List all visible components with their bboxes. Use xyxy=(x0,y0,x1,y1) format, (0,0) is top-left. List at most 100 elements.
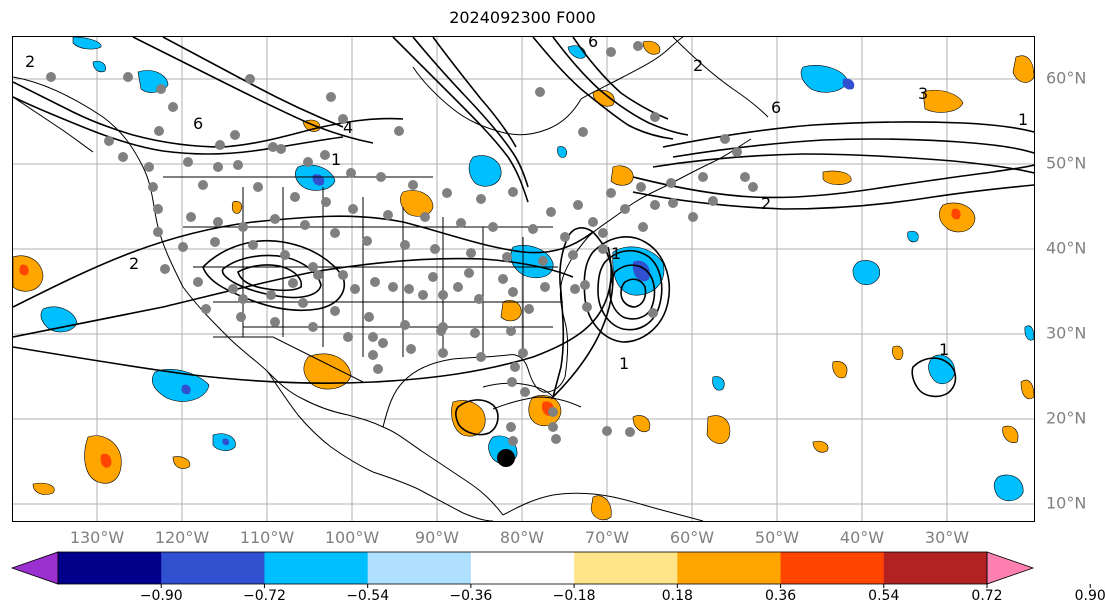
contour-label: 1 xyxy=(1018,110,1028,129)
station-dot xyxy=(474,294,484,304)
station-dot xyxy=(346,168,356,178)
station-dot xyxy=(476,352,486,362)
station-dot xyxy=(650,112,660,122)
station-dot xyxy=(201,304,211,314)
coast-north-america-west xyxy=(13,76,504,516)
station-dot xyxy=(236,312,246,322)
station-dot xyxy=(688,212,698,222)
station-dot xyxy=(538,256,548,266)
station-dot xyxy=(298,298,308,308)
cool-patch xyxy=(468,155,502,187)
contour-label: 2 xyxy=(25,52,35,71)
warm-patch xyxy=(1020,379,1034,400)
station-dot xyxy=(238,222,248,232)
warm-patch xyxy=(610,165,634,186)
station-dot xyxy=(430,244,440,254)
station-dot xyxy=(438,290,448,300)
station-dot xyxy=(470,328,480,338)
warm-patch xyxy=(1002,425,1019,443)
station-dot xyxy=(210,237,220,247)
highlight-marker xyxy=(497,449,515,467)
coast-greenland xyxy=(672,37,769,118)
station-dot xyxy=(104,136,114,146)
station-dot xyxy=(476,194,486,204)
coastlines xyxy=(13,37,769,521)
colorbar-tick-label: −0.36 xyxy=(449,588,493,604)
station-dot xyxy=(233,160,243,170)
contour-line xyxy=(609,264,656,320)
station-dot xyxy=(506,326,516,336)
station-dot xyxy=(330,306,340,316)
warm-patch xyxy=(32,482,55,495)
contour-line xyxy=(551,227,614,400)
station-dot xyxy=(588,217,598,227)
longitude-label: 80°W xyxy=(499,528,545,547)
station-dot xyxy=(270,214,280,224)
contour-line xyxy=(412,37,529,188)
contour-label: 1 xyxy=(619,354,629,373)
longitude-label: 120°W xyxy=(154,528,210,547)
station-dot xyxy=(326,92,336,102)
contour-label: 6 xyxy=(771,98,781,117)
station-dot xyxy=(620,204,630,214)
contour-line xyxy=(162,37,344,128)
station-dot xyxy=(383,210,393,220)
station-dot xyxy=(368,332,378,342)
station-dot xyxy=(394,126,404,136)
colorbar-tick-label: 0.54 xyxy=(868,588,900,604)
station-dot xyxy=(230,130,240,140)
warm-patch xyxy=(1012,55,1034,83)
station-dot xyxy=(268,142,278,152)
warm-patch xyxy=(642,40,661,55)
cool-patch xyxy=(152,369,210,402)
coast-east xyxy=(559,138,752,378)
station-dot xyxy=(748,182,758,192)
station-dot xyxy=(186,212,196,222)
colorbar-tick-label: −0.72 xyxy=(242,588,286,604)
warm-patch xyxy=(922,89,964,113)
station-dot xyxy=(508,187,518,197)
contour-label: 3 xyxy=(918,84,928,103)
contour-label: 2 xyxy=(693,56,703,75)
station-dot xyxy=(364,312,374,322)
contour-line xyxy=(392,37,529,203)
contour-line xyxy=(652,153,1034,174)
coast-mexico-west xyxy=(267,371,374,473)
station-dot xyxy=(502,252,512,262)
contour-line xyxy=(597,249,663,331)
station-dot xyxy=(720,134,730,144)
station-dot xyxy=(270,317,280,327)
station-dot xyxy=(46,72,56,82)
station-dot xyxy=(580,280,590,290)
warm-patch xyxy=(832,361,848,379)
station-dot xyxy=(438,322,448,332)
station-dot xyxy=(373,364,383,374)
warm-patch xyxy=(500,300,522,322)
latitude-label: 50°N xyxy=(1046,153,1087,173)
station-dot xyxy=(518,348,528,358)
station-dot xyxy=(193,277,203,287)
colorbar-graphic xyxy=(10,551,1091,588)
station-dot xyxy=(598,228,608,238)
station-dot xyxy=(154,126,164,136)
station-dot xyxy=(198,180,208,190)
cool-patch xyxy=(712,376,725,391)
longitude-label: 130°W xyxy=(69,528,125,547)
station-dot xyxy=(238,294,248,304)
coast-south-america xyxy=(502,492,704,521)
contour-line xyxy=(583,236,670,343)
station-dot xyxy=(288,278,298,288)
colorbar-tick-label: −0.54 xyxy=(346,588,390,604)
contour-label: 2 xyxy=(761,194,771,213)
station-dot xyxy=(456,218,466,228)
station-dot xyxy=(168,102,178,112)
station-dot xyxy=(400,320,410,330)
colorbar-segment xyxy=(161,552,265,584)
state-grid-h xyxy=(183,226,563,328)
station-dot xyxy=(123,72,133,82)
station-dot xyxy=(510,362,520,372)
station-dot xyxy=(406,344,416,354)
cool-patch xyxy=(907,230,919,243)
station-dot xyxy=(507,377,517,387)
